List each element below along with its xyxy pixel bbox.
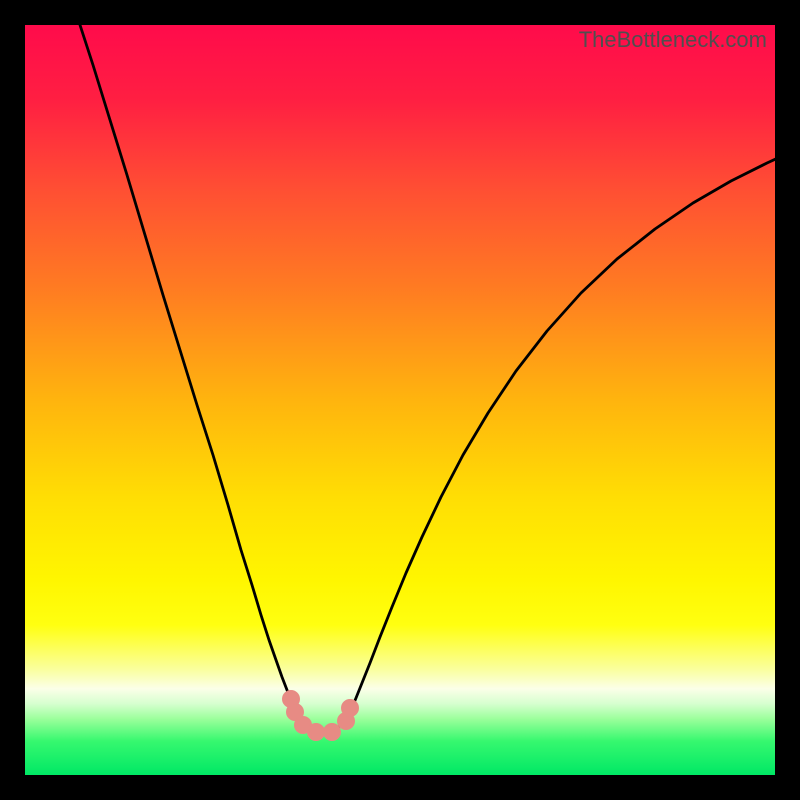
watermark-label: TheBottleneck.com <box>579 27 767 53</box>
curve-markers <box>283 691 359 741</box>
marker-point <box>308 724 325 741</box>
plot-area <box>25 25 775 775</box>
chart-frame: TheBottleneck.com <box>0 0 800 800</box>
curve-layer <box>25 25 775 775</box>
marker-point <box>324 724 341 741</box>
marker-point <box>342 700 359 717</box>
bottleneck-curve <box>80 25 775 730</box>
